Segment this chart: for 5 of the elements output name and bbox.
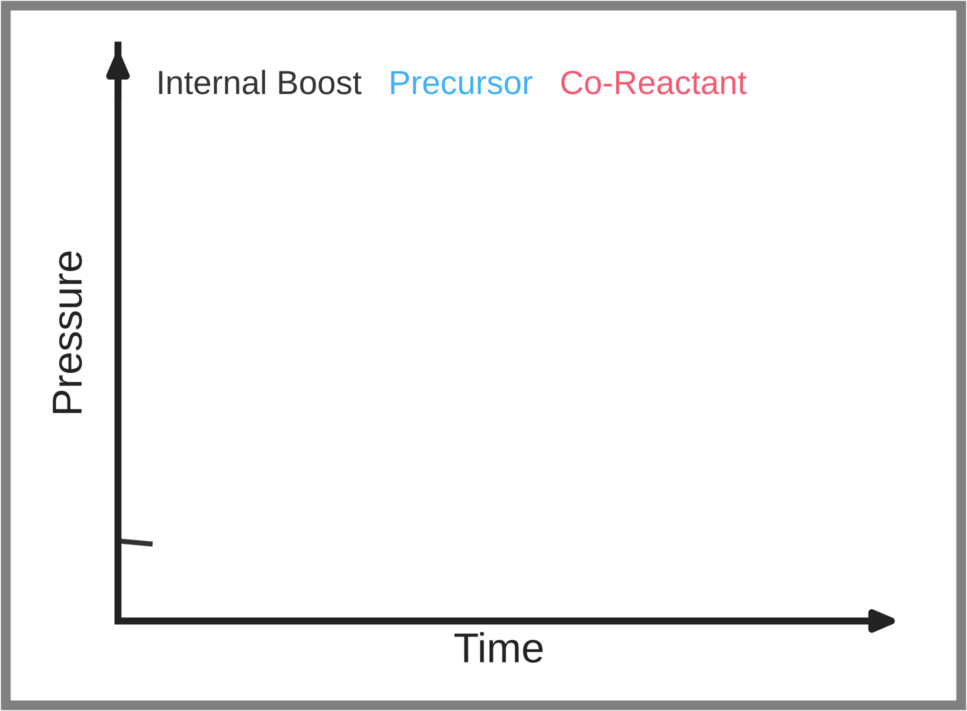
legend-label: Precursor xyxy=(391,71,532,94)
x-axis-title: Time xyxy=(454,632,543,663)
text: Internal Boost xyxy=(159,70,362,94)
legend-label: Co-Reactant xyxy=(561,70,747,94)
y-axis-title: Pressure xyxy=(52,252,82,413)
